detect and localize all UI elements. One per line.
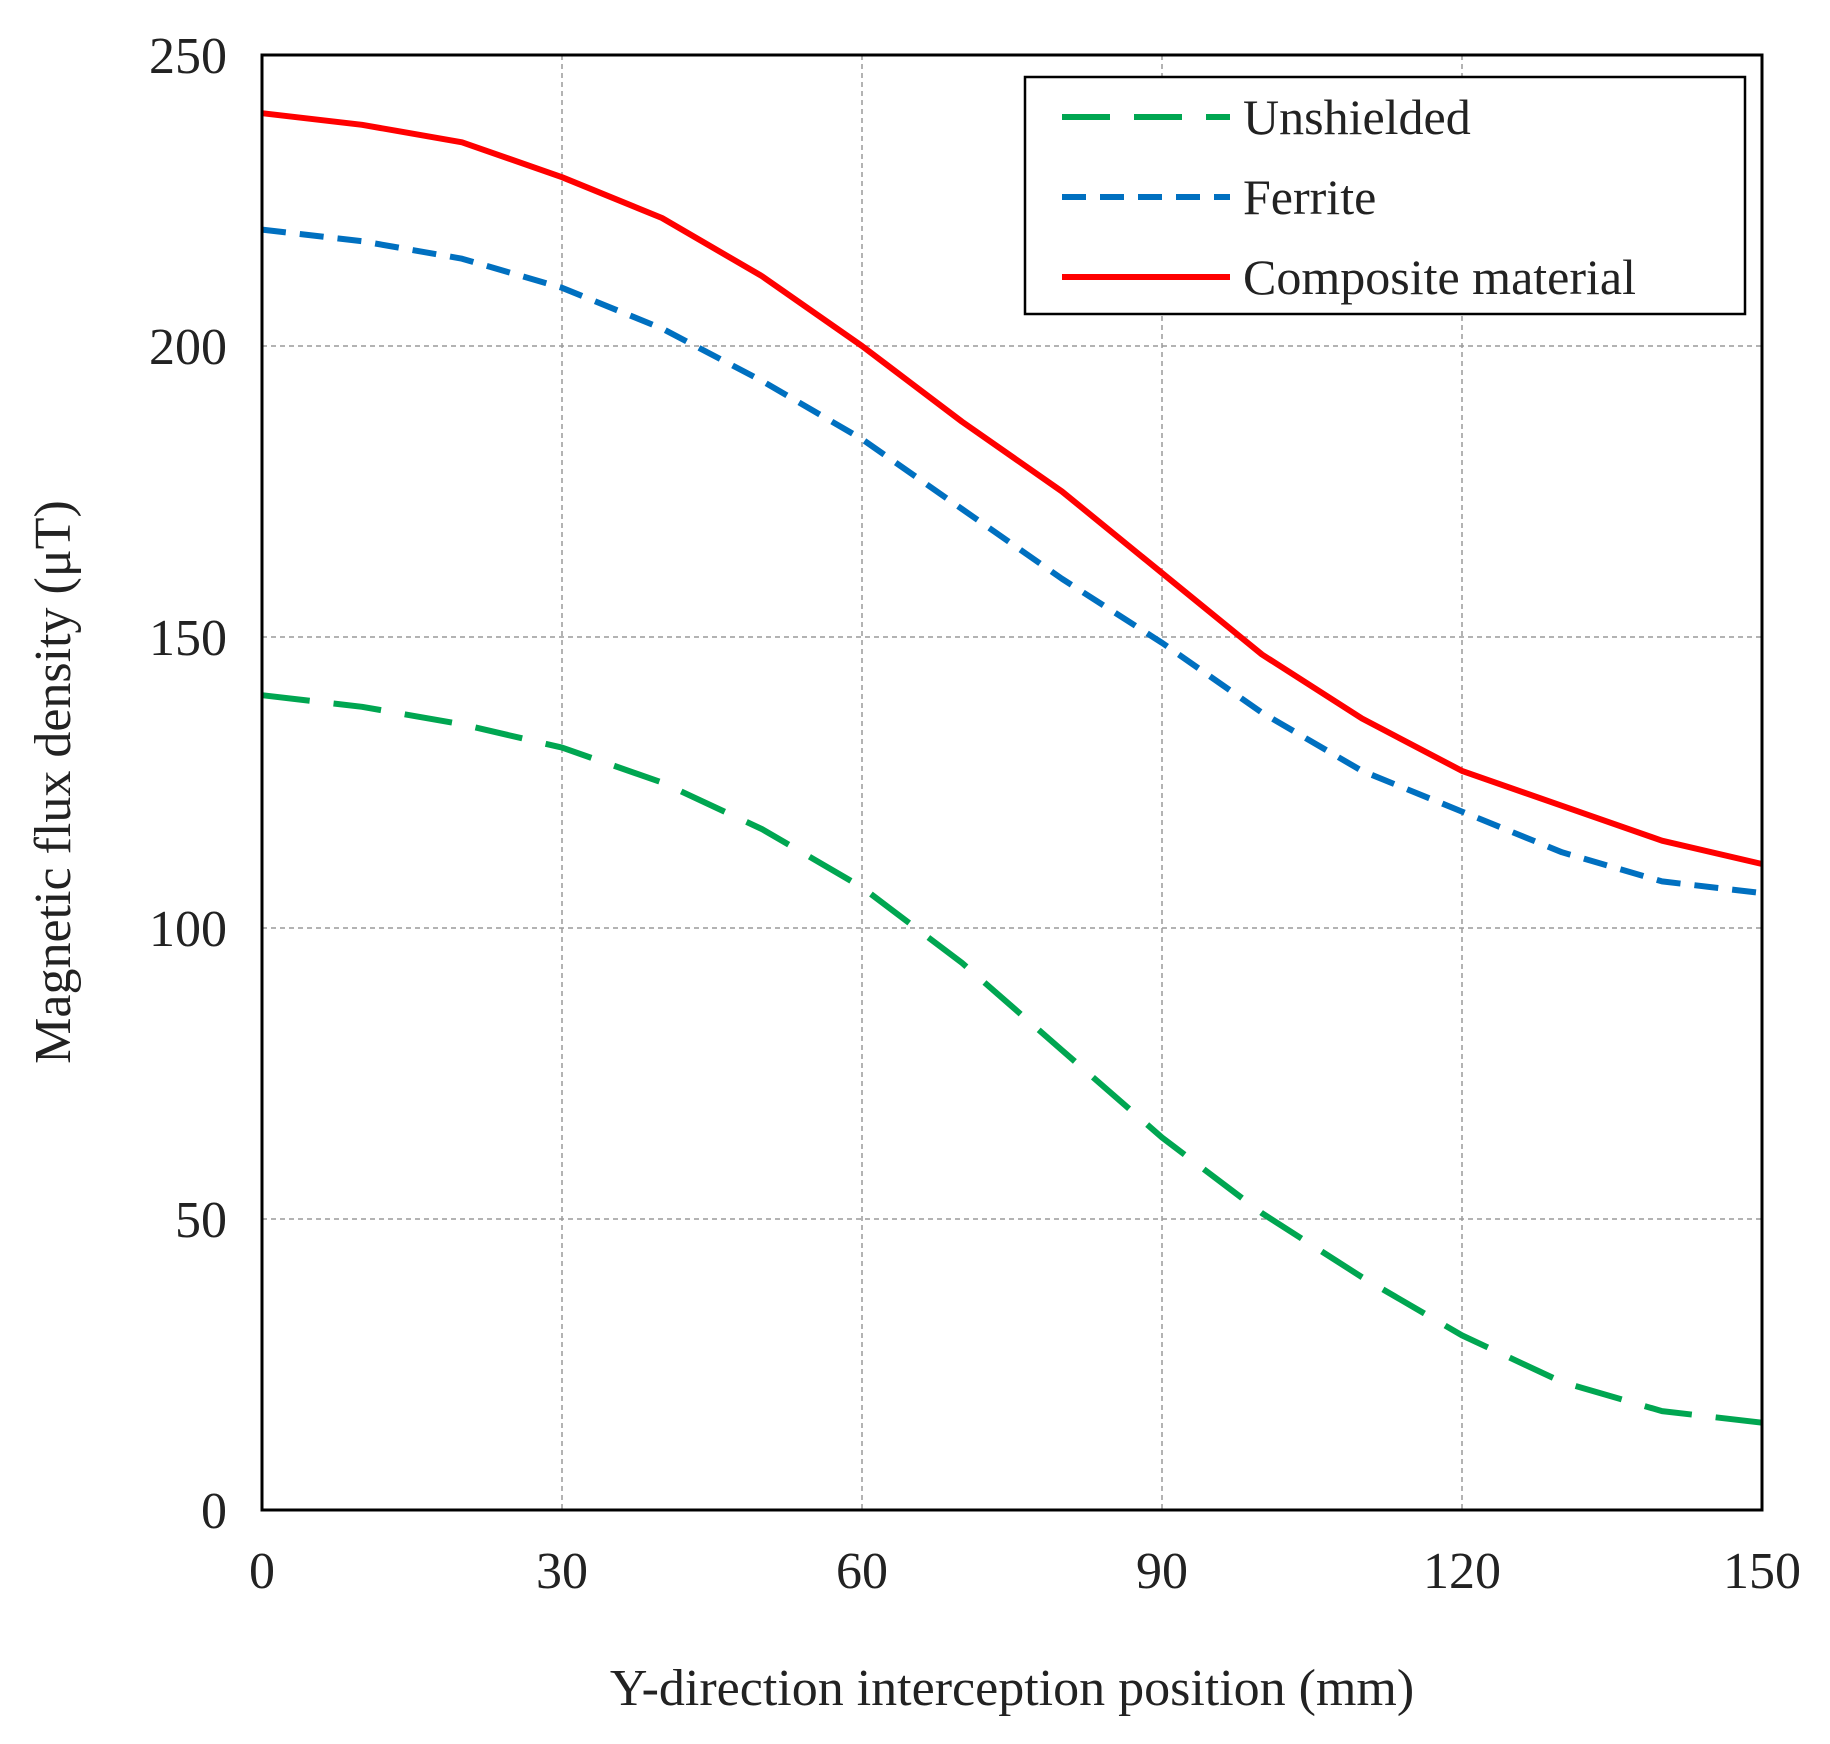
- legend-label-ferrite: Ferrite: [1243, 169, 1376, 225]
- y-tick-label: 0: [201, 1483, 227, 1540]
- y-tick-label: 50: [175, 1192, 227, 1249]
- x-tick-label: 120: [1423, 1543, 1501, 1600]
- x-tick-label: 0: [249, 1543, 275, 1600]
- series-line-composite-material: [261, 110, 1763, 867]
- series-line-unshielded: [261, 692, 1763, 1426]
- y-tick-label: 250: [149, 28, 227, 85]
- y-tick-label: 200: [149, 319, 227, 376]
- series-layer: [261, 110, 1763, 1426]
- series-line-ferrite: [261, 226, 1763, 897]
- y-axis-title: Magnetic flux density (μT): [25, 500, 82, 1064]
- x-tick-label: 150: [1723, 1543, 1801, 1600]
- y-tick-label: 100: [149, 901, 227, 958]
- legend-label-unshielded: Unshielded: [1243, 89, 1471, 145]
- y-tick-labels: 0 50 100 150 200 250: [149, 28, 227, 1540]
- legend-label-composite-material: Composite material: [1243, 249, 1636, 305]
- x-tick-label: 90: [1136, 1543, 1188, 1600]
- plot-frame: [260, 53, 1764, 1512]
- legend: Unshielded Ferrite Composite material: [1023, 75, 1747, 316]
- x-axis-title: Y-direction interception position (mm): [610, 1660, 1414, 1717]
- x-tick-labels: 0 30 60 90 120 150: [249, 1543, 1801, 1600]
- x-tick-label: 30: [536, 1543, 588, 1600]
- x-tick-label: 60: [836, 1543, 888, 1600]
- y-tick-label: 150: [149, 610, 227, 667]
- grid: [262, 55, 1762, 1510]
